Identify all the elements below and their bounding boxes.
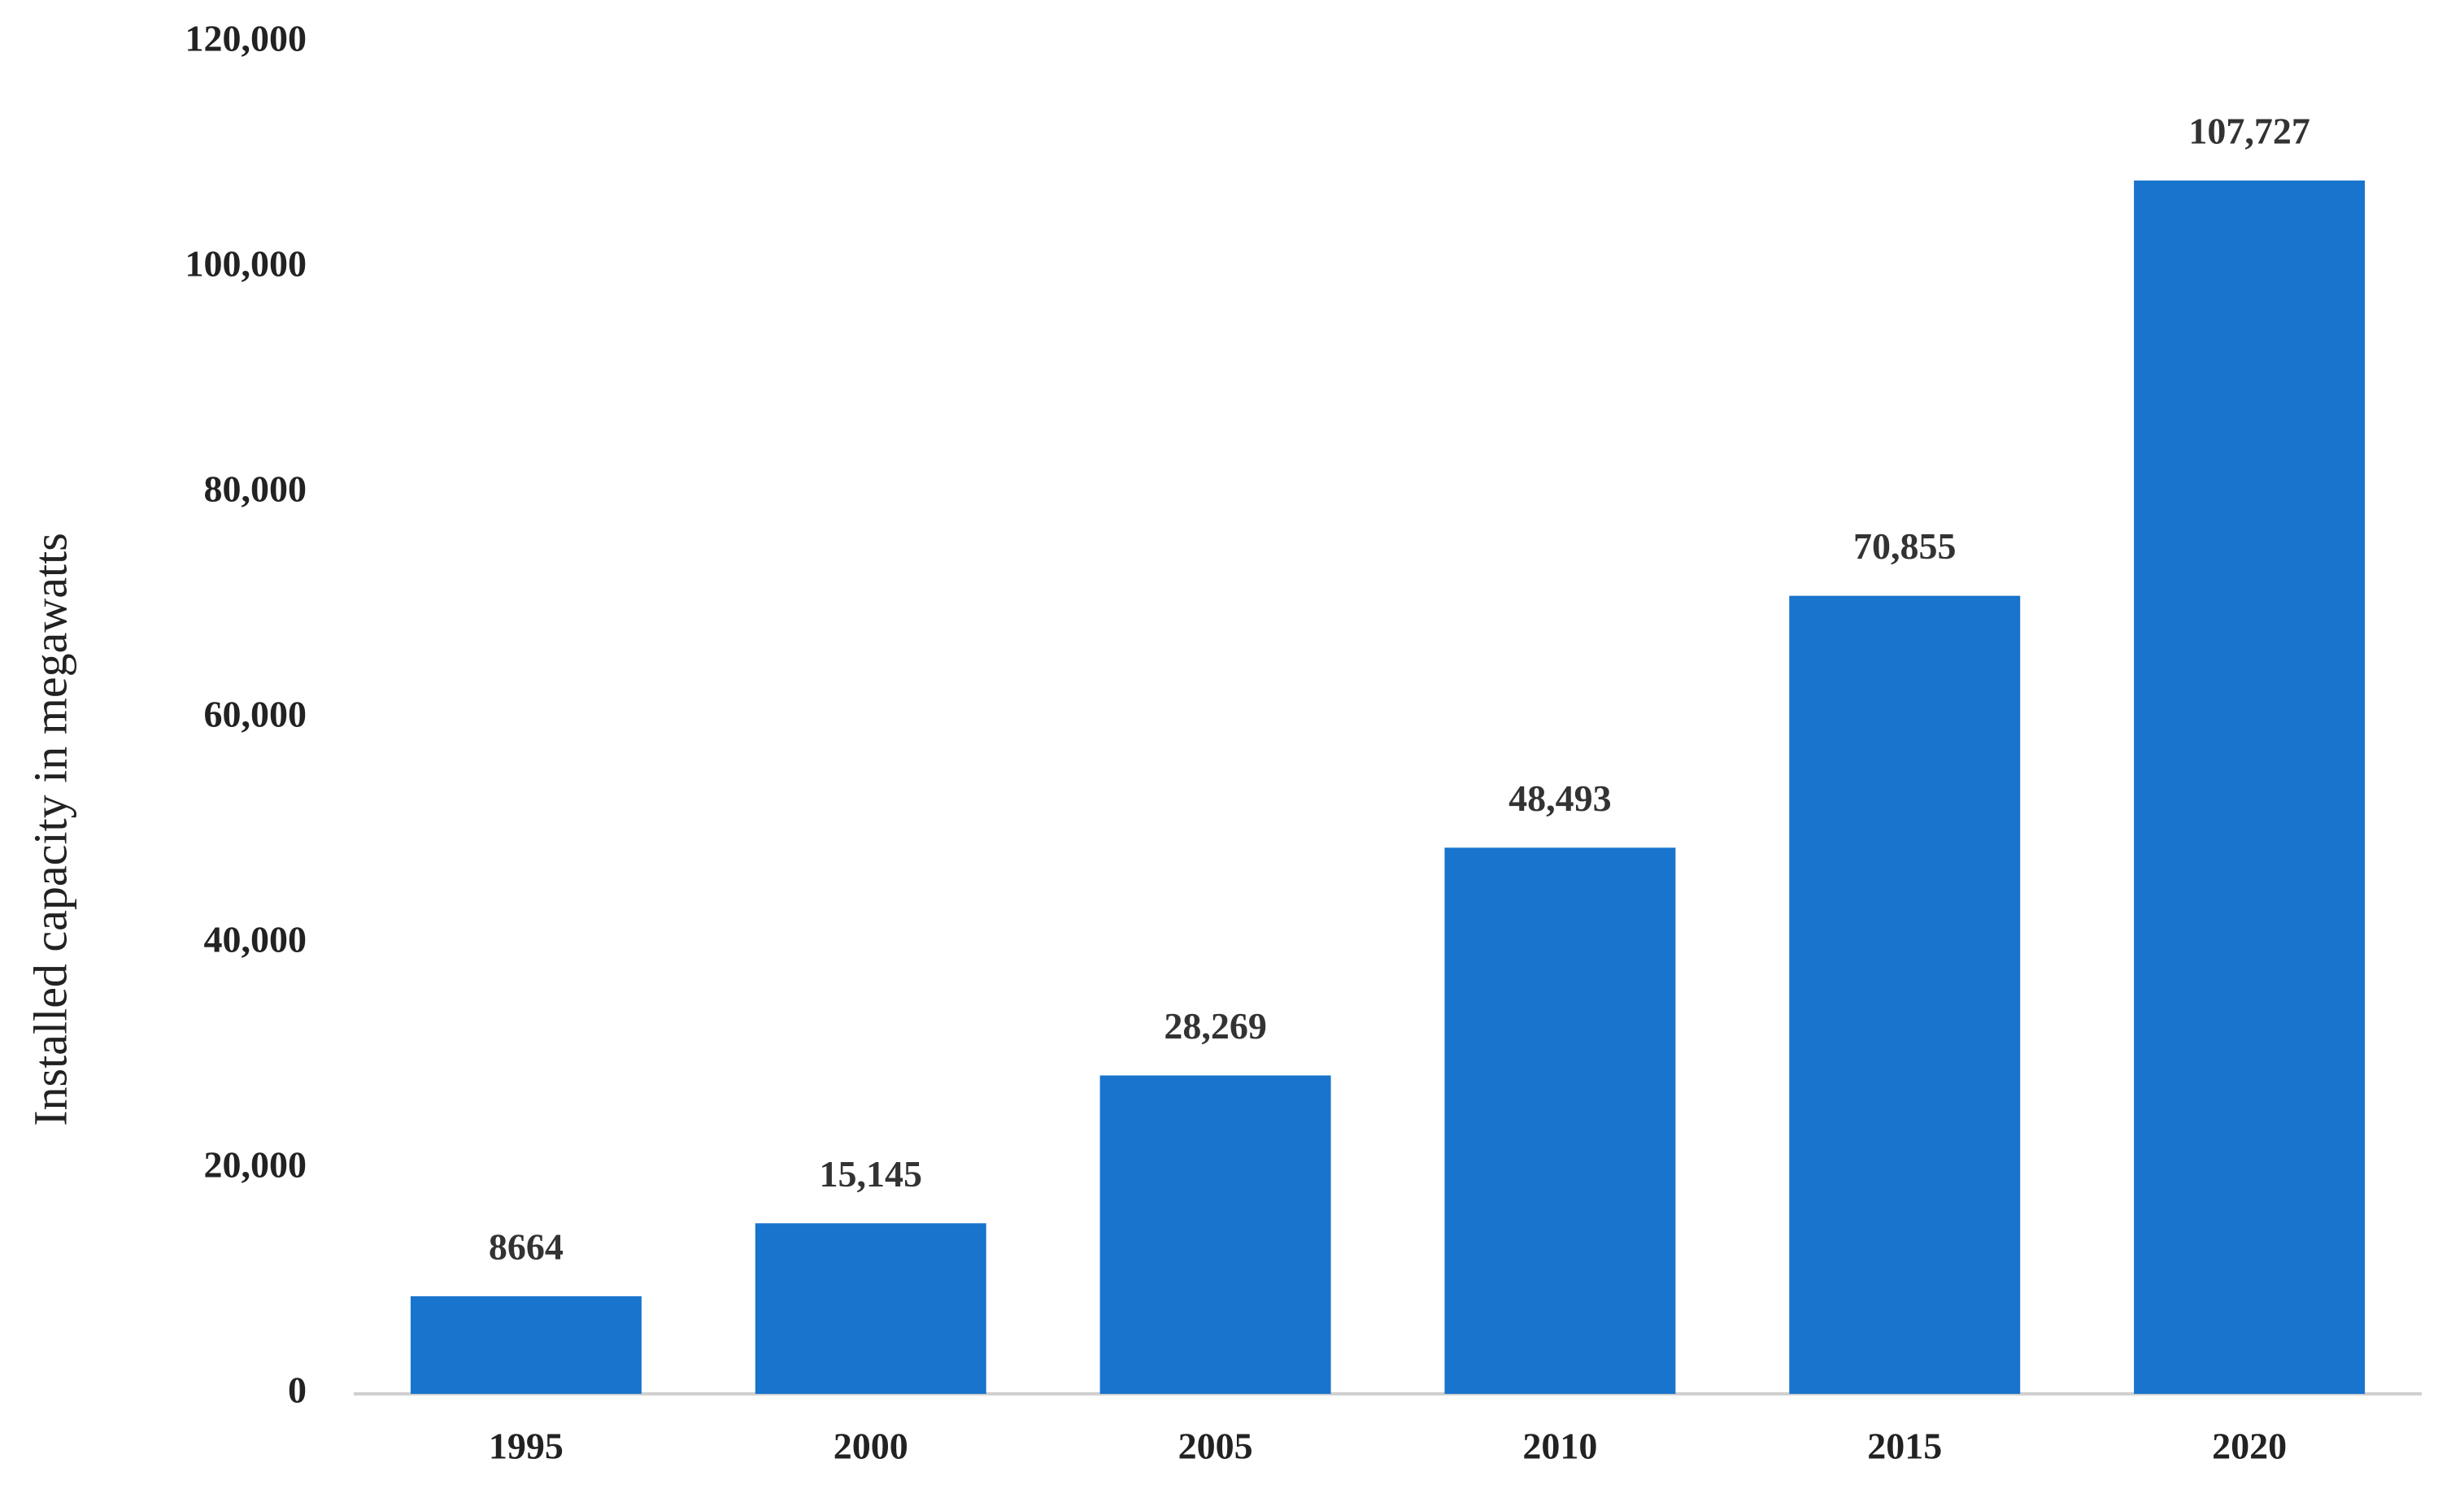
value-label: 107,727 — [2188, 111, 2310, 152]
x-tick-label: 2020 — [2212, 1426, 2287, 1467]
y-tick-label: 40,000 — [204, 919, 307, 960]
x-tick-label: 1995 — [489, 1426, 564, 1467]
x-tick-label: 2015 — [1867, 1426, 1942, 1467]
bar — [1789, 595, 2021, 1394]
value-label: 70,855 — [1853, 525, 1957, 567]
value-label: 8664 — [489, 1226, 564, 1268]
bar — [1099, 1075, 1331, 1394]
y-tick-label: 100,000 — [185, 243, 307, 285]
value-label: 28,269 — [1164, 1005, 1267, 1047]
y-tick-label: 80,000 — [204, 468, 307, 510]
y-tick-label: 120,000 — [185, 18, 307, 59]
y-tick-label: 60,000 — [204, 694, 307, 735]
bar — [2134, 180, 2366, 1394]
bar — [755, 1223, 986, 1394]
x-tick-label: 2005 — [1178, 1426, 1253, 1467]
y-axis-label: Installed capacity in megawatts — [24, 533, 76, 1126]
x-tick-label: 2010 — [1522, 1426, 1597, 1467]
bar — [1444, 847, 1676, 1394]
y-tick-label: 0 — [288, 1369, 307, 1411]
y-tick-label: 20,000 — [204, 1144, 307, 1186]
bar — [410, 1296, 642, 1394]
x-tick-label: 2000 — [834, 1426, 908, 1467]
value-label: 15,145 — [820, 1153, 923, 1195]
value-label: 48,493 — [1508, 777, 1612, 819]
